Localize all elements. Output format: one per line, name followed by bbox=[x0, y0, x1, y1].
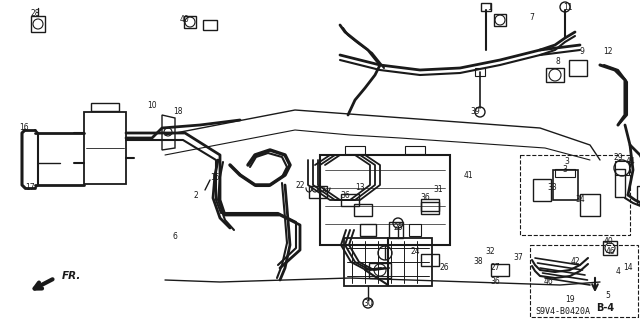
Text: 30: 30 bbox=[363, 299, 373, 308]
Bar bbox=[637, 186, 640, 204]
Text: 40: 40 bbox=[603, 238, 613, 247]
Text: B-4: B-4 bbox=[596, 303, 614, 313]
Bar bbox=[309, 186, 327, 198]
Text: 40: 40 bbox=[180, 16, 190, 25]
Bar bbox=[552, 170, 577, 200]
Text: 4: 4 bbox=[616, 268, 620, 277]
Text: 26: 26 bbox=[439, 263, 449, 272]
Text: 17: 17 bbox=[25, 183, 35, 192]
Text: 2: 2 bbox=[194, 190, 198, 199]
Text: FR.: FR. bbox=[62, 271, 81, 281]
Bar bbox=[409, 224, 421, 236]
Text: 24: 24 bbox=[410, 248, 420, 256]
Text: 42: 42 bbox=[570, 257, 580, 266]
Bar bbox=[569, 60, 587, 76]
Bar bbox=[533, 179, 551, 201]
Bar bbox=[580, 194, 600, 216]
Bar bbox=[389, 222, 403, 238]
Text: 6: 6 bbox=[173, 232, 177, 241]
Text: 18: 18 bbox=[173, 108, 183, 116]
Bar bbox=[494, 14, 506, 26]
Bar bbox=[91, 103, 119, 111]
Text: 28: 28 bbox=[30, 10, 40, 19]
Bar bbox=[603, 241, 617, 255]
Text: 38: 38 bbox=[473, 257, 483, 266]
Text: S9V4-B0420A: S9V4-B0420A bbox=[535, 308, 590, 316]
Bar bbox=[475, 68, 485, 76]
Bar bbox=[84, 112, 126, 184]
Bar bbox=[184, 16, 196, 28]
Bar bbox=[203, 20, 217, 30]
Bar bbox=[546, 68, 564, 82]
Text: 3: 3 bbox=[564, 158, 570, 167]
Text: 25: 25 bbox=[393, 224, 403, 233]
Text: 12: 12 bbox=[604, 48, 612, 56]
Text: 36: 36 bbox=[340, 190, 350, 199]
Text: 46: 46 bbox=[605, 248, 615, 256]
Text: 36: 36 bbox=[420, 194, 430, 203]
Text: 44: 44 bbox=[625, 158, 635, 167]
Bar bbox=[345, 146, 365, 154]
Text: 16: 16 bbox=[19, 123, 29, 132]
Text: 32: 32 bbox=[485, 248, 495, 256]
Bar bbox=[421, 202, 439, 214]
Text: 11: 11 bbox=[563, 4, 573, 12]
Bar bbox=[520, 155, 630, 235]
Text: 46: 46 bbox=[543, 278, 553, 286]
Bar bbox=[421, 254, 439, 266]
Text: 29: 29 bbox=[613, 153, 623, 162]
Bar bbox=[491, 264, 509, 276]
Text: 14: 14 bbox=[623, 263, 633, 272]
Text: 8: 8 bbox=[556, 57, 561, 66]
Text: 36: 36 bbox=[490, 278, 500, 286]
Text: 19: 19 bbox=[565, 295, 575, 305]
Bar bbox=[360, 224, 376, 236]
Text: 7: 7 bbox=[529, 13, 534, 23]
Bar bbox=[31, 16, 45, 32]
Text: 31: 31 bbox=[433, 186, 443, 195]
Text: 27: 27 bbox=[490, 263, 500, 272]
Text: 5: 5 bbox=[605, 291, 611, 300]
Bar bbox=[405, 146, 425, 154]
Text: 41: 41 bbox=[463, 170, 473, 180]
Text: 39: 39 bbox=[470, 108, 480, 116]
Text: 10: 10 bbox=[147, 100, 157, 109]
Bar bbox=[320, 155, 450, 245]
Bar bbox=[615, 169, 625, 197]
Bar bbox=[615, 161, 629, 175]
Bar bbox=[530, 245, 638, 317]
Text: 15: 15 bbox=[210, 174, 220, 182]
Text: 1: 1 bbox=[488, 4, 492, 12]
Text: 37: 37 bbox=[513, 254, 523, 263]
Text: 34: 34 bbox=[575, 196, 585, 204]
Text: 22: 22 bbox=[295, 181, 305, 189]
Bar bbox=[341, 194, 359, 206]
Bar bbox=[555, 169, 575, 177]
Text: 9: 9 bbox=[580, 48, 584, 56]
Bar bbox=[369, 263, 391, 278]
Text: 3: 3 bbox=[563, 166, 568, 174]
Bar bbox=[481, 3, 491, 11]
Bar bbox=[421, 199, 439, 211]
Bar bbox=[344, 238, 432, 286]
Text: 13: 13 bbox=[355, 183, 365, 192]
Text: 33: 33 bbox=[547, 183, 557, 192]
Bar bbox=[354, 204, 372, 216]
